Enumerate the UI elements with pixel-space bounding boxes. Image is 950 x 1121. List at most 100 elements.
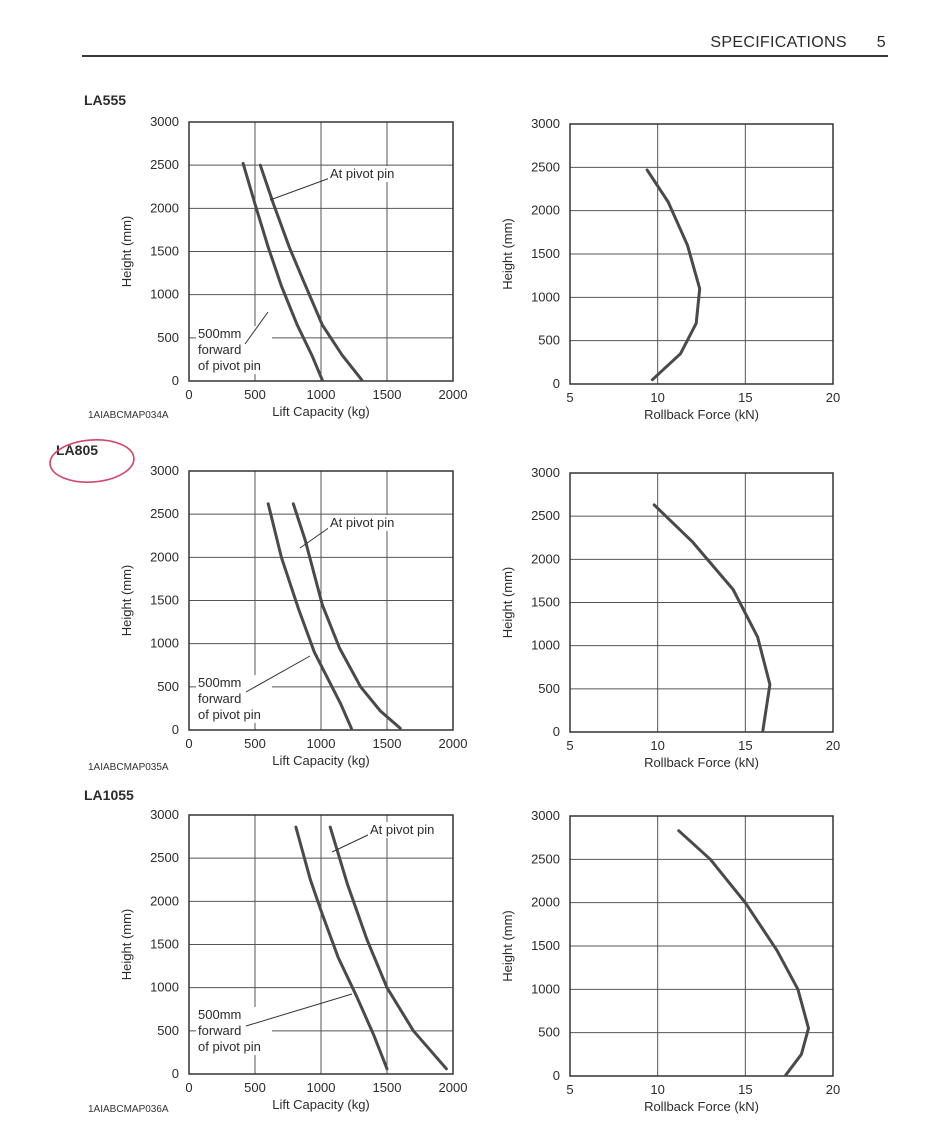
pivot-label-bg [328,515,404,531]
y-tick-label: 0 [172,1066,179,1081]
y-tick-label: 0 [172,722,179,737]
forward-annotation-line1: 500mm [198,675,241,690]
x-axis-label: Rollback Force (kN) [644,1099,759,1114]
chart-la1055-lift-capacity: 0 500 1000 1500 2000 2500 3000 0 500 1000 1500 2000… [119,807,467,1112]
y-tick-label: 1000 [150,636,179,651]
plot-frame [188,470,454,731]
x-axis-label: Lift Capacity (kg) [272,404,370,419]
chart-la555-lift-capacity: 0 500 1000 1500 2000 2500 3000 0 500 1000 1500 2000… [119,114,467,419]
series-line-at-pivot-pin [258,163,364,382]
y-tick-label: 0 [172,373,179,388]
y-tick-label: 2000 [150,200,179,215]
plot-frame [188,814,454,1075]
figure-code-la805: 1AIABCMAP035A [88,762,169,773]
y-tick-label: 2000 [531,895,560,910]
y-tick-label: 3000 [531,808,560,823]
x-tick-label: 15 [738,390,752,405]
series-line-at-pivot-pin [328,825,448,1071]
chart-la805-lift-capacity: 0 500 1000 1500 2000 2500 3000 0 500 1000 1500 2000… [119,463,467,768]
x-axis-label: Lift Capacity (kg) [272,1097,370,1112]
forward-annotation-line2: forward [198,1023,241,1038]
y-tick-label: 3000 [150,807,179,822]
y-axis-label: Height (mm) [119,909,134,981]
x-tick-label: 5 [566,390,573,405]
x-axis-label: Rollback Force (kN) [644,407,759,422]
plot-frame [569,815,834,1077]
forward-annotation-line1: 500mm [198,326,241,341]
pivot-annotation: At pivot pin [330,515,394,530]
forward-annotation-line2: forward [198,691,241,706]
y-tick-label: 1000 [531,289,560,304]
series-line-rollback [652,503,772,732]
y-tick-label: 2000 [150,893,179,908]
y-tick-label: 1500 [531,595,560,610]
y-tick-label: 2500 [150,157,179,172]
x-tick-label: 10 [650,390,664,405]
forward-annotation-line3: of pivot pin [198,707,261,722]
y-tick-label: 1000 [150,980,179,995]
plot-frame [569,472,834,733]
x-tick-label: 1000 [307,387,336,402]
pivot-label-bg [328,166,404,182]
series-line-at-pivot-pin [291,502,402,730]
forward-annotation-line1: 500mm [198,1007,241,1022]
forward-leader-line [245,655,311,693]
y-tick-label: 500 [538,681,560,696]
y-tick-label: 2500 [531,159,560,174]
y-axis-label: Height (mm) [500,218,515,290]
plot-frame [569,123,834,385]
x-tick-label: 5 [566,738,573,753]
pivot-annotation: At pivot pin [330,166,394,181]
y-tick-label: 2500 [531,851,560,866]
series-line-500mm-forward [294,825,389,1071]
forward-label-bg [196,326,272,374]
x-axis-label: Rollback Force (kN) [644,755,759,770]
chart-la555-rollback-force: 0 500 1000 1500 2000 2500 3000 5 10 15 20 Height (m… [500,116,840,422]
x-tick-label: 20 [826,738,840,753]
y-tick-label: 500 [157,330,179,345]
pivot-leader-line [269,177,331,201]
x-tick-label: 15 [738,738,752,753]
y-tick-label: 0 [553,724,560,739]
y-tick-label: 2000 [531,551,560,566]
figure-code-la555: 1AIABCMAP034A [88,410,169,421]
y-tick-label: 2000 [150,549,179,564]
y-tick-label: 500 [538,1025,560,1040]
series-line-500mm-forward [266,502,353,730]
y-tick-label: 2500 [150,850,179,865]
y-tick-label: 2500 [150,506,179,521]
series-line-rollback [677,829,810,1077]
pivot-label-bg [368,822,444,838]
pivot-leader-line [299,526,331,549]
model-label-la1055: LA1055 [84,787,134,803]
x-tick-label: 10 [650,738,664,753]
y-axis-label: Height (mm) [119,565,134,637]
page-header: SPECIFICATIONS 5 [710,34,886,52]
x-axis-label: Lift Capacity (kg) [272,753,370,768]
y-tick-label: 3000 [150,114,179,129]
y-tick-label: 500 [538,333,560,348]
x-tick-label: 1000 [307,736,336,751]
y-tick-label: 2000 [531,203,560,218]
y-tick-label: 3000 [150,463,179,478]
chart-la805-rollback-force: 0 500 1000 1500 2000 2500 3000 5 10 15 20 Height (m… [500,465,840,770]
x-tick-label: 20 [826,390,840,405]
y-tick-label: 500 [157,679,179,694]
x-tick-label: 2000 [439,1080,468,1095]
x-tick-label: 0 [185,387,192,402]
forward-annotation-line2: forward [198,342,241,357]
y-tick-label: 2500 [531,508,560,523]
x-tick-label: 1500 [373,1080,402,1095]
series-line-rollback [645,168,702,382]
y-tick-label: 0 [553,1068,560,1083]
page-number: 5 [876,34,886,51]
y-tick-label: 1000 [531,638,560,653]
chart-la1055-rollback-force: 0 500 1000 1500 2000 2500 3000 5 10 15 20 Height (m… [500,808,840,1114]
forward-annotation-line3: of pivot pin [198,1039,261,1054]
x-tick-label: 1500 [373,387,402,402]
x-tick-label: 500 [244,387,266,402]
y-tick-label: 1500 [531,246,560,261]
y-tick-label: 1000 [150,287,179,302]
y-tick-label: 1500 [150,593,179,608]
